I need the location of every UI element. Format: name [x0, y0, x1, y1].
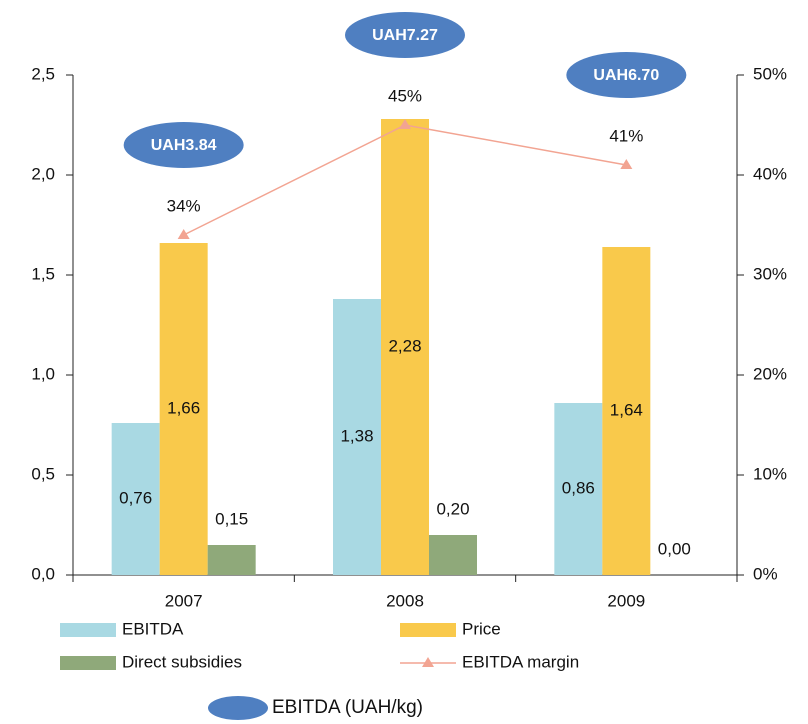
bar: [554, 403, 603, 575]
bar: [207, 545, 256, 575]
legend-label: EBITDA (UAH/kg): [272, 697, 423, 718]
y2-tick-label: 0%: [753, 564, 778, 583]
x-tick-label: 2008: [386, 591, 424, 610]
legend-swatch: [60, 656, 116, 670]
data-label: 45%: [388, 86, 422, 105]
bar: [333, 299, 381, 575]
legend-swatch: [400, 623, 456, 637]
y-tick-label: 2,0: [31, 164, 55, 183]
annotation-oval: [123, 122, 244, 168]
y-tick-label: 1,0: [31, 364, 55, 383]
data-label: 34%: [167, 196, 201, 215]
legend-swatch: [60, 623, 116, 637]
legend-label: EBITDA margin: [462, 652, 579, 671]
bar: [429, 535, 477, 575]
data-label: 2,28: [388, 336, 421, 355]
y2-tick-label: 20%: [753, 364, 787, 383]
y2-tick-label: 30%: [753, 264, 787, 283]
bar: [111, 423, 160, 575]
legend-swatch: [208, 696, 268, 720]
line-marker: [399, 119, 411, 129]
legend-label: Price: [462, 619, 501, 638]
data-label: 41%: [609, 126, 643, 145]
y-tick-label: 2,5: [31, 64, 55, 83]
bar: [381, 119, 429, 575]
data-label: 0,86: [562, 478, 595, 497]
data-label: 0,20: [436, 499, 469, 518]
legend-label: EBITDA: [122, 619, 184, 638]
legend-swatch: [422, 657, 434, 667]
y-tick-label: 1,5: [31, 264, 55, 283]
data-label: 1,64: [610, 400, 643, 419]
line-marker: [177, 229, 190, 239]
annotation-oval: [345, 12, 465, 58]
bar: [602, 247, 651, 575]
data-label: 0,15: [215, 509, 248, 528]
bar: [159, 243, 208, 575]
data-label: 0,00: [658, 539, 691, 558]
y-tick-label: 0,5: [31, 464, 55, 483]
x-tick-label: 2009: [607, 591, 645, 610]
y2-tick-label: 50%: [753, 64, 787, 83]
data-label: 1,66: [167, 398, 200, 417]
x-tick-label: 2007: [165, 591, 203, 610]
legend-label: Direct subsidies: [122, 652, 242, 671]
annotation: UAH6.70: [593, 67, 659, 84]
y2-tick-label: 10%: [753, 464, 787, 483]
y2-tick-label: 40%: [753, 164, 787, 183]
line-marker: [620, 159, 633, 169]
data-label: 1,38: [340, 426, 373, 445]
data-label: 0,76: [119, 488, 152, 507]
annotation-oval: [566, 52, 687, 98]
annotation: UAH3.84: [151, 137, 217, 154]
annotation: UAH7.27: [372, 27, 438, 44]
y-tick-label: 0,0: [31, 564, 55, 583]
